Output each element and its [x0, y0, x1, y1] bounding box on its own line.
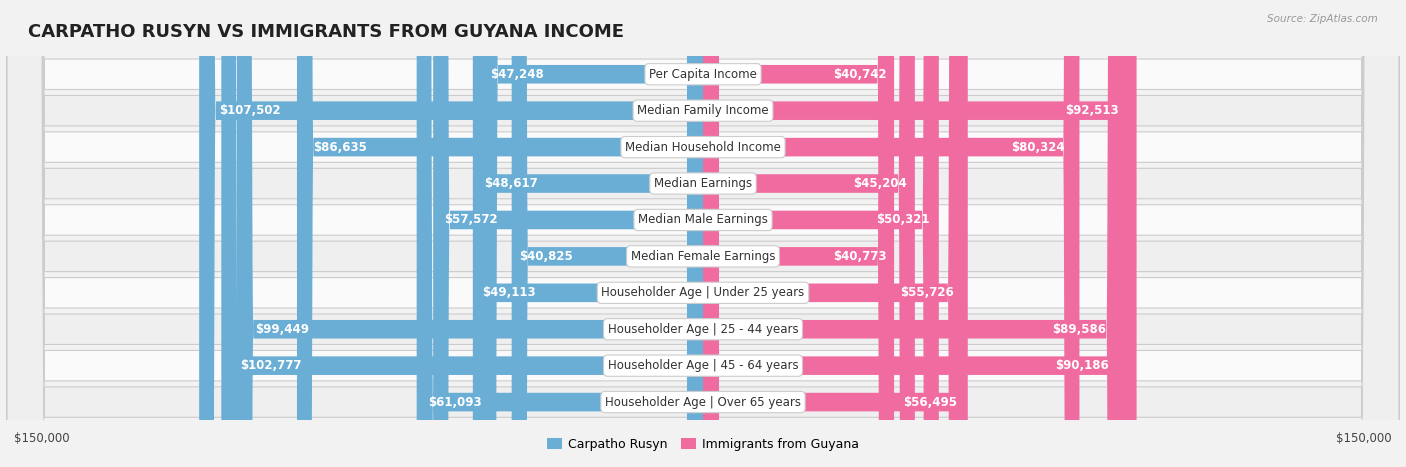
FancyBboxPatch shape	[703, 0, 1136, 467]
FancyBboxPatch shape	[703, 0, 965, 467]
FancyBboxPatch shape	[703, 0, 1123, 467]
FancyBboxPatch shape	[297, 0, 703, 467]
Text: $86,635: $86,635	[314, 141, 367, 154]
Text: $48,617: $48,617	[484, 177, 538, 190]
Text: Householder Age | Under 25 years: Householder Age | Under 25 years	[602, 286, 804, 299]
FancyBboxPatch shape	[512, 0, 703, 467]
Text: Source: ZipAtlas.com: Source: ZipAtlas.com	[1267, 14, 1378, 24]
FancyBboxPatch shape	[703, 0, 967, 467]
Text: $80,324: $80,324	[1011, 141, 1064, 154]
FancyBboxPatch shape	[7, 0, 1399, 467]
FancyBboxPatch shape	[221, 0, 703, 467]
Text: $150,000: $150,000	[1336, 432, 1392, 446]
FancyBboxPatch shape	[703, 0, 915, 467]
Text: $90,186: $90,186	[1054, 359, 1109, 372]
Text: $50,321: $50,321	[876, 213, 929, 226]
Text: $40,773: $40,773	[832, 250, 886, 263]
FancyBboxPatch shape	[7, 0, 1399, 467]
FancyBboxPatch shape	[703, 0, 894, 467]
FancyBboxPatch shape	[703, 0, 1126, 467]
Text: $102,777: $102,777	[240, 359, 302, 372]
Text: $89,586: $89,586	[1052, 323, 1107, 336]
FancyBboxPatch shape	[7, 0, 1399, 467]
Text: Median Household Income: Median Household Income	[626, 141, 780, 154]
Text: Householder Age | Over 65 years: Householder Age | Over 65 years	[605, 396, 801, 409]
Text: $57,572: $57,572	[444, 213, 498, 226]
FancyBboxPatch shape	[472, 0, 703, 467]
FancyBboxPatch shape	[703, 0, 939, 467]
Text: $40,742: $40,742	[832, 68, 886, 81]
FancyBboxPatch shape	[7, 0, 1399, 467]
FancyBboxPatch shape	[433, 0, 703, 467]
Text: $92,513: $92,513	[1066, 104, 1119, 117]
Text: $56,495: $56,495	[903, 396, 957, 409]
Text: CARPATHO RUSYN VS IMMIGRANTS FROM GUYANA INCOME: CARPATHO RUSYN VS IMMIGRANTS FROM GUYANA…	[28, 23, 624, 42]
Text: Median Earnings: Median Earnings	[654, 177, 752, 190]
Text: $55,726: $55,726	[900, 286, 953, 299]
Text: $107,502: $107,502	[219, 104, 281, 117]
FancyBboxPatch shape	[7, 0, 1399, 467]
FancyBboxPatch shape	[416, 0, 703, 467]
FancyBboxPatch shape	[703, 0, 894, 467]
Text: Median Family Income: Median Family Income	[637, 104, 769, 117]
FancyBboxPatch shape	[7, 0, 1399, 467]
Text: $61,093: $61,093	[429, 396, 482, 409]
Text: Median Female Earnings: Median Female Earnings	[631, 250, 775, 263]
FancyBboxPatch shape	[7, 0, 1399, 467]
FancyBboxPatch shape	[482, 0, 703, 467]
FancyBboxPatch shape	[703, 0, 1080, 467]
FancyBboxPatch shape	[7, 0, 1399, 467]
Text: $47,248: $47,248	[491, 68, 544, 81]
Text: $49,113: $49,113	[482, 286, 536, 299]
Legend: Carpatho Rusyn, Immigrants from Guyana: Carpatho Rusyn, Immigrants from Guyana	[543, 433, 863, 456]
Text: Per Capita Income: Per Capita Income	[650, 68, 756, 81]
FancyBboxPatch shape	[200, 0, 703, 467]
Text: Householder Age | 45 - 64 years: Householder Age | 45 - 64 years	[607, 359, 799, 372]
FancyBboxPatch shape	[7, 0, 1399, 467]
Text: $40,825: $40,825	[519, 250, 574, 263]
FancyBboxPatch shape	[238, 0, 703, 467]
Text: $45,204: $45,204	[852, 177, 907, 190]
Text: Householder Age | 25 - 44 years: Householder Age | 25 - 44 years	[607, 323, 799, 336]
Text: $150,000: $150,000	[14, 432, 70, 446]
Text: $99,449: $99,449	[256, 323, 309, 336]
FancyBboxPatch shape	[7, 0, 1399, 467]
Text: Median Male Earnings: Median Male Earnings	[638, 213, 768, 226]
FancyBboxPatch shape	[475, 0, 703, 467]
